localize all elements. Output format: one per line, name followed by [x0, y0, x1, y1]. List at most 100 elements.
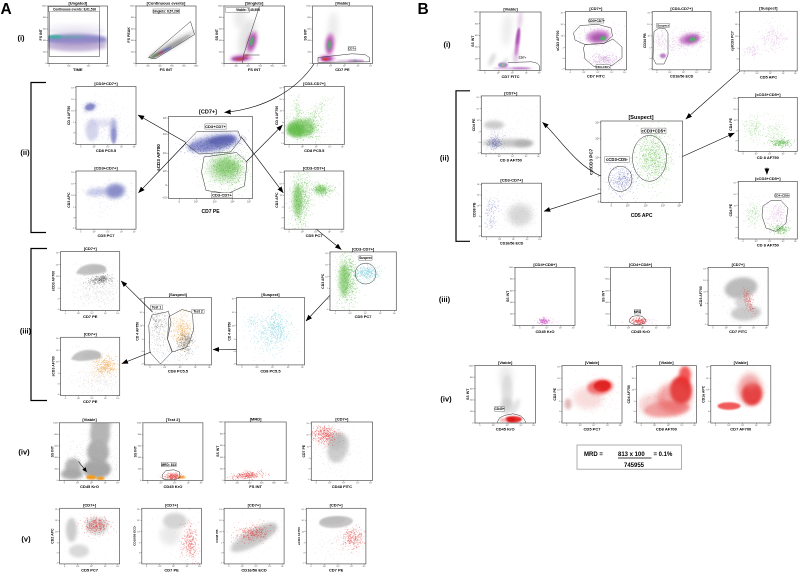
svg-text:[Viable]: [Viable]: [659, 360, 674, 365]
svg-text:10³: 10³: [511, 72, 514, 75]
svg-text:600: 600: [470, 388, 474, 390]
svg-text:400: 400: [158, 66, 162, 68]
svg-text:0: 0: [146, 566, 148, 568]
svg-text:800: 800: [271, 66, 275, 68]
svg-text:10⁵: 10⁵: [116, 566, 119, 568]
svg-text:CD1a APC: CD1a APC: [702, 385, 706, 403]
svg-text:-1: -1: [478, 235, 481, 237]
svg-text:1: 1: [57, 543, 59, 545]
svg-text:10⁴: 10⁴: [120, 147, 123, 149]
svg-text:0: 0: [308, 469, 310, 471]
svg-text:10³: 10³: [557, 388, 560, 391]
svg-text:1000: 1000: [42, 6, 47, 8]
svg-text:sCD3 AF700: sCD3 AF700: [51, 356, 55, 376]
svg-text:10⁵: 10⁵: [561, 13, 564, 15]
svg-text:0: 0: [57, 553, 59, 555]
svg-text:FS INT: FS INT: [248, 67, 261, 72]
svg-text:0: 0: [705, 314, 707, 316]
svg-text:SS INT: SS INT: [134, 445, 138, 457]
svg-text:400: 400: [605, 302, 609, 304]
svg-text:10²: 10²: [497, 155, 500, 158]
svg-text:600: 600: [260, 483, 264, 485]
svg-text:10⁴: 10⁴: [120, 231, 123, 233]
svg-text:FS INT: FS INT: [249, 484, 262, 489]
svg-text:[CD7+]: [CD7+]: [199, 110, 217, 116]
svg-text:-1: -1: [705, 324, 708, 326]
svg-text:0: 0: [65, 313, 67, 315]
svg-text:10⁴: 10⁴: [56, 264, 59, 266]
svg-text:[CD7+]: [CD7+]: [330, 503, 344, 508]
svg-text:SS INT: SS INT: [506, 290, 510, 302]
svg-text:10³: 10³: [561, 35, 564, 38]
svg-text:10⁵: 10⁵: [572, 328, 575, 330]
svg-text:10⁵: 10⁵: [232, 299, 235, 301]
svg-text:-1: -1: [735, 238, 738, 240]
svg-text:800: 800: [219, 17, 223, 19]
svg-text:10⁵: 10⁵: [767, 425, 770, 427]
svg-text:10²: 10²: [498, 238, 501, 241]
svg-text:10²: 10²: [348, 312, 351, 315]
svg-text:10³: 10³: [163, 116, 167, 120]
svg-text:600: 600: [475, 35, 479, 37]
svg-text:10²: 10²: [725, 327, 728, 330]
svg-text:10⁵: 10⁵: [340, 231, 343, 233]
svg-text:10⁴: 10⁴: [356, 66, 359, 68]
svg-text:1: 1: [708, 401, 710, 403]
svg-text:0: 0: [80, 147, 82, 149]
svg-text:600: 600: [605, 290, 609, 292]
svg-text:10²: 10²: [159, 482, 162, 485]
svg-text:800: 800: [43, 17, 47, 19]
svg-text:CD7 PE: CD7 PE: [335, 67, 350, 72]
svg-text:0: 0: [472, 423, 474, 425]
svg-text:10³: 10³: [512, 238, 515, 241]
svg-text:FS INT: FS INT: [160, 67, 173, 72]
svg-text:800: 800: [470, 377, 474, 379]
svg-text:sCD3 AF700: sCD3 AF700: [699, 286, 703, 306]
svg-text:0: 0: [570, 72, 572, 74]
svg-text:10⁴: 10⁴: [781, 241, 784, 243]
svg-text:CD 8 AF750: CD 8 AF750: [757, 243, 780, 248]
svg-text:10³: 10³: [336, 565, 339, 568]
svg-text:[Suspect]: [Suspect]: [261, 292, 280, 297]
svg-text:SS INT: SS INT: [303, 28, 307, 40]
svg-text:0: 0: [311, 566, 313, 568]
svg-text:0: 0: [65, 398, 67, 400]
svg-text:10²: 10²: [77, 312, 80, 315]
svg-text:-1: -1: [72, 143, 75, 145]
svg-text:10⁵: 10⁵: [341, 147, 344, 149]
svg-text:CD5 APC: CD5 APC: [631, 213, 653, 219]
svg-text:10²: 10²: [595, 137, 599, 141]
svg-text:CD7 FITC: CD7 FITC: [502, 74, 520, 79]
svg-text:0: 0: [519, 328, 521, 330]
svg-text:10³: 10³: [315, 146, 318, 149]
svg-text:CD5 PC7: CD5 PC7: [81, 568, 99, 573]
svg-text:10⁵: 10⁵: [116, 313, 119, 315]
svg-text:1: 1: [73, 207, 75, 209]
svg-text:0: 0: [485, 156, 487, 158]
svg-text:800: 800: [272, 483, 276, 485]
svg-text:SS INT: SS INT: [601, 290, 605, 302]
svg-text:10⁴: 10⁴: [104, 313, 107, 315]
svg-text:[Viable]: [Viable]: [585, 360, 600, 365]
svg-text:0: 0: [73, 217, 75, 219]
svg-text:0: 0: [64, 483, 66, 485]
svg-text:10⁴: 10⁴: [706, 378, 709, 380]
svg-text:10²: 10²: [230, 199, 234, 203]
svg-text:CD3+CD7+: CD3+CD7+: [588, 19, 605, 23]
svg-text:CD38 PB: CD38 PB: [215, 529, 219, 543]
svg-text:10⁴: 10⁴: [279, 99, 282, 101]
svg-text:[Singlets]: [Singlets]: [245, 0, 264, 5]
svg-text:(ii): (ii): [440, 154, 450, 163]
svg-text:10³: 10³: [667, 424, 670, 427]
svg-text:10³: 10³: [280, 110, 283, 113]
svg-text:1000: 1000: [130, 6, 135, 8]
svg-text:0: 0: [712, 328, 714, 330]
svg-text:[CD3-CD7+]: [CD3-CD7+]: [303, 81, 326, 86]
svg-text:10⁴: 10⁴: [526, 239, 529, 241]
svg-text:10⁵: 10⁵: [667, 328, 670, 330]
svg-text:10¹: 10¹: [163, 151, 167, 155]
svg-text:200: 200: [219, 52, 223, 54]
svg-text:10³: 10³: [280, 194, 283, 197]
svg-text:10⁴: 10⁴: [519, 425, 522, 427]
svg-text:CD5 PC7: CD5 PC7: [98, 233, 116, 238]
